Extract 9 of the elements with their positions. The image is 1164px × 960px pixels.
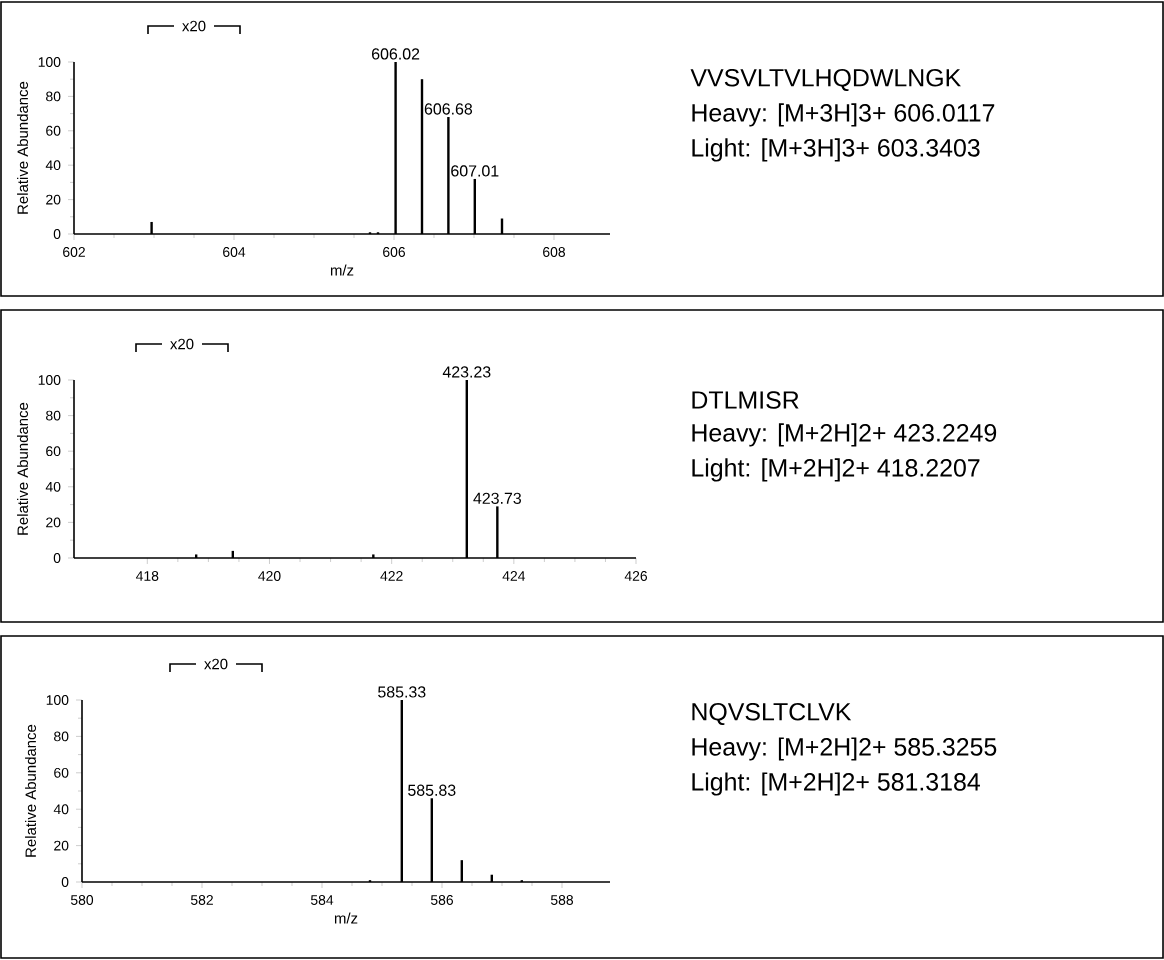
text: Light: [M+2H]2+ 581.3184 bbox=[692, 772, 980, 796]
text: NQVSLTCLVK bbox=[692, 702, 852, 726]
text: Heavy: [M+3H]3+ 606.0117 bbox=[692, 103, 995, 127]
text: Light: [M+3H]3+ 603.3403 bbox=[692, 138, 980, 162]
text: Heavy: [M+2H]2+ 585.3255 bbox=[692, 737, 997, 761]
text: Heavy: [M+2H]2+ 423.2249 bbox=[692, 423, 997, 447]
text: VVSVLTVLHQDWLNGK bbox=[690, 68, 961, 92]
text: Light: [M+2H]2+ 418.2207 bbox=[692, 458, 980, 482]
text: DTLMISR bbox=[692, 391, 799, 409]
